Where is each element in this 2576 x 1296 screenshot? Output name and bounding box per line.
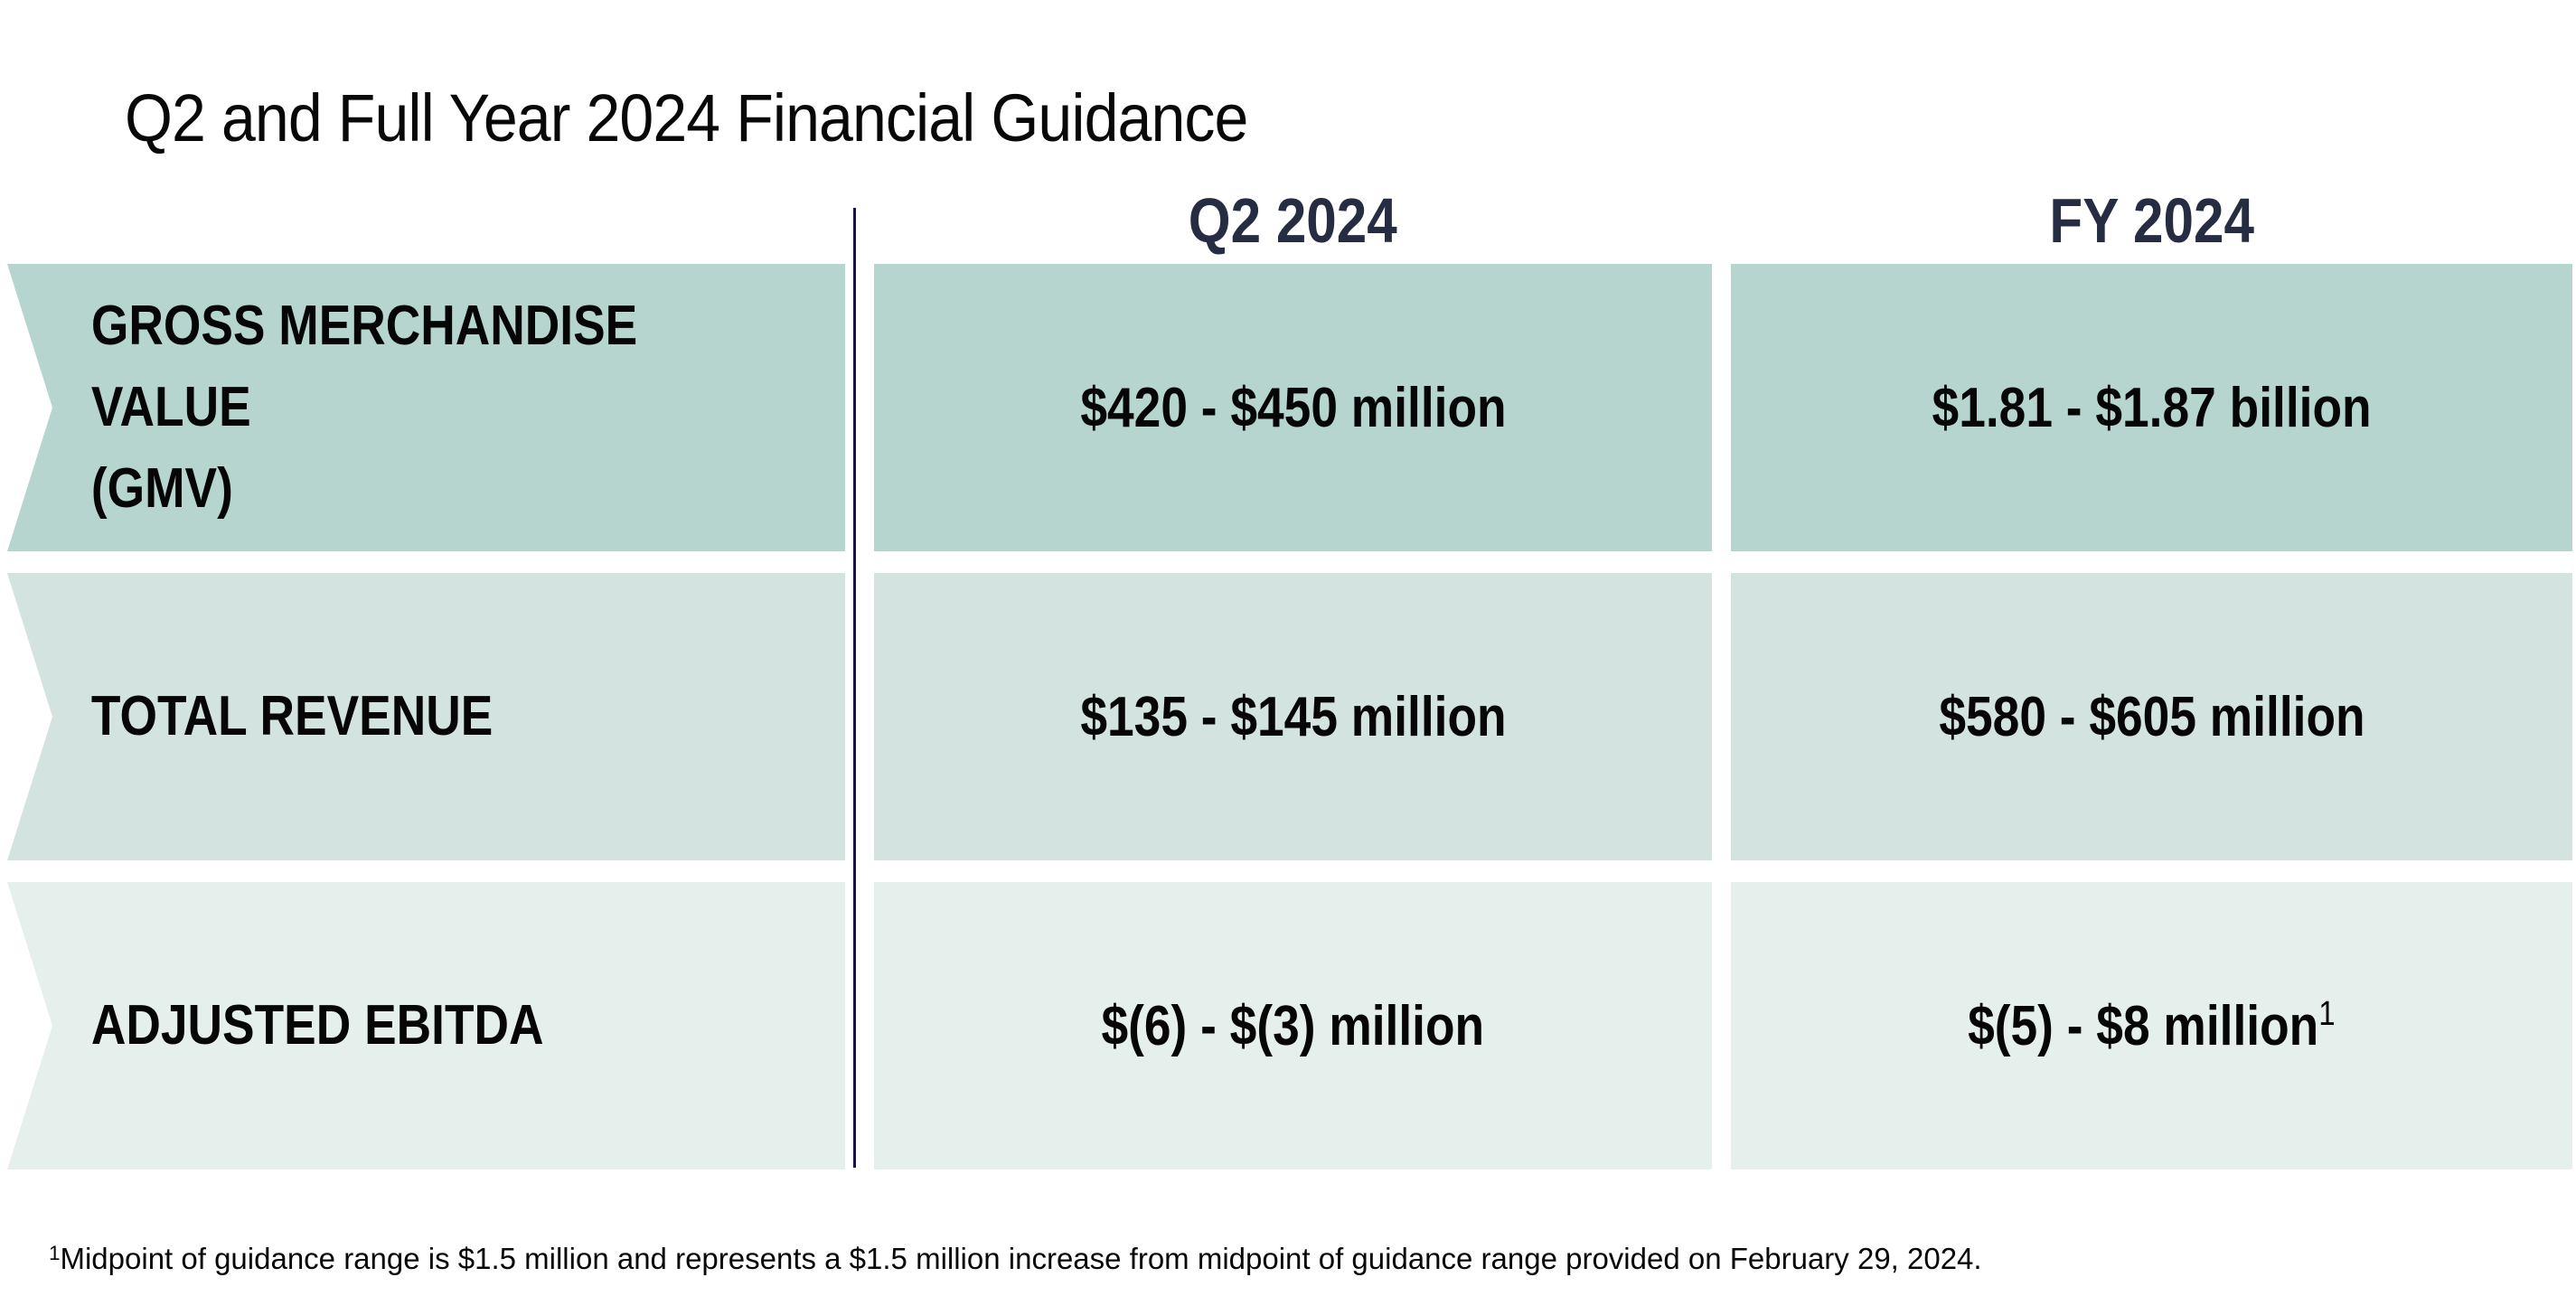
row-revenue-fy-value: $580 - $605 million (1939, 685, 2364, 749)
row-gmv-fy-value: $1.81 - $1.87 billion (1932, 376, 2371, 440)
column-header-q2: Q2 2024 (874, 177, 1712, 257)
row-gmv-q2-value: $420 - $450 million (1080, 376, 1506, 440)
row-ebitda-fy-value-text: $(5) - $8 million (1968, 994, 2319, 1057)
row-revenue-q2-value-text: $135 - $145 million (1079, 685, 1507, 748)
column-header-fy-label: FY 2024 (2049, 185, 2254, 256)
row-ebitda-fy-value: $(5) - $8 million1 (1968, 994, 2336, 1058)
row-revenue-label-cell: TOTAL REVENUE (7, 573, 845, 860)
row-gmv-q2-cell: $420 - $450 million (874, 264, 1712, 551)
row-ebitda-q2-value: $(6) - $(3) million (1102, 994, 1485, 1058)
row-gmv-label-cell: GROSS MERCHANDISE VALUE (GMV) (7, 264, 845, 551)
row-revenue-q2-value: $135 - $145 million (1080, 685, 1506, 749)
row-gmv-fy-cell: $1.81 - $1.87 billion (1731, 264, 2572, 551)
row-ebitda-label: ADJUSTED EBITDA (90, 994, 544, 1057)
column-header-fy: FY 2024 (1731, 177, 2572, 257)
footnote: 1Midpoint of guidance range is $1.5 mill… (49, 1242, 1982, 1276)
vertical-divider (853, 208, 856, 1168)
row-gmv-q2-value-text: $420 - $450 million (1079, 376, 1507, 439)
row-gmv-label: GROSS MERCHANDISE VALUE (GMV) (90, 295, 638, 520)
footnote-superscript: 1 (49, 1241, 61, 1264)
row-ebitda-q2-cell: $(6) - $(3) million (874, 882, 1712, 1169)
row-ebitda-fy-superscript: 1 (2318, 994, 2336, 1034)
row-revenue-q2-cell: $135 - $145 million (874, 573, 1712, 860)
footnote-text: Midpoint of guidance range is $1.5 milli… (60, 1242, 1982, 1275)
row-revenue-label: TOTAL REVENUE (90, 685, 494, 748)
page-title: Q2 and Full Year 2024 Financial Guidance (125, 80, 1248, 155)
row-ebitda-label-cell: ADJUSTED EBITDA (7, 882, 845, 1169)
row-revenue-fy-value-text: $580 - $605 million (1938, 685, 2365, 748)
row-ebitda-fy-cell: $(5) - $8 million1 (1731, 882, 2572, 1169)
row-gmv-fy-value-text: $1.81 - $1.87 billion (1932, 376, 2372, 439)
row-ebitda-q2-value-text: $(6) - $(3) million (1101, 994, 1485, 1057)
column-header-q2-label: Q2 2024 (1189, 185, 1397, 256)
row-revenue-fy-cell: $580 - $605 million (1731, 573, 2572, 860)
